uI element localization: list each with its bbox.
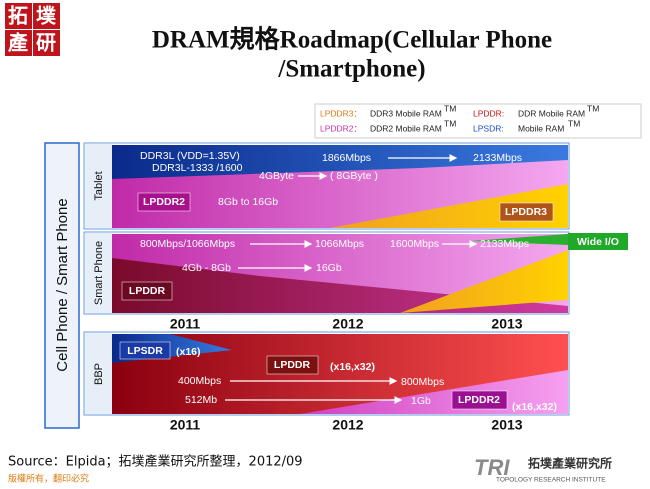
tag: LPDDR2: [143, 196, 185, 208]
legend-desc: Mobile RAM: [518, 123, 564, 133]
shape: [33, 30, 60, 56]
legend-tm: TM: [444, 103, 456, 113]
spec: 16Gb: [316, 262, 342, 274]
tag-box: [451, 390, 508, 410]
logo-char: 產: [8, 31, 28, 55]
logo-char: 墣: [36, 4, 57, 28]
spec: 4Gb - 8Gb: [182, 262, 231, 274]
year: 2011: [170, 316, 201, 332]
spec: 1866Mbps: [322, 152, 371, 164]
source: Source：Elpida；拓墣產業研究所整理，2012/09: [8, 454, 303, 470]
legend-tag: LPDDR3：: [320, 108, 362, 118]
tag: LPDDR3: [505, 206, 547, 218]
spec: 8Gb to 16Gb: [218, 196, 278, 208]
smartphone-panel: Smart Phone Wide I/O 800Mbps/1066Mbps 10…: [83, 231, 628, 315]
spec: ( 8GByte ): [330, 170, 378, 182]
spec: 800Mbps: [401, 376, 444, 388]
title-line: DRAM規格Roadmap(Cellular Phone: [152, 25, 552, 54]
row-label-box: [85, 333, 112, 414]
spec: 400Mbps: [178, 375, 221, 387]
tag-box: [266, 355, 319, 375]
logo-char: 研: [36, 31, 56, 55]
tag: LPDDR: [129, 285, 166, 297]
logo-char: 拓: [8, 4, 28, 28]
shape: [5, 30, 32, 56]
spec: 1600Mbps: [390, 238, 439, 250]
spec: 1066Mbps: [315, 238, 364, 250]
row-label: Tablet: [93, 171, 105, 200]
logo: 拓 墣 產 研: [5, 3, 60, 56]
tag: LPDDR: [274, 359, 311, 371]
panel-border: [83, 142, 570, 230]
tag-box: [499, 202, 554, 222]
year: 2013: [491, 316, 522, 332]
bus-width: (x16): [176, 346, 201, 358]
spec: DDR3L-1333 /1600: [152, 162, 243, 174]
spec: 800Mbps/1066Mbps: [140, 238, 235, 250]
title-line: /Smartphone): [277, 56, 425, 83]
tag: Wide I/O: [577, 236, 619, 248]
legend-tag: LPDDR2：: [320, 123, 362, 133]
year: 2012: [332, 417, 363, 433]
spec: 2133Mbps: [480, 238, 529, 250]
row-label: BBP: [93, 363, 105, 385]
year: 2012: [332, 316, 363, 332]
side-box: [44, 142, 80, 429]
tri-mark: TRI: [474, 455, 510, 480]
legend-box: [314, 103, 642, 139]
legend: LPDDR3： DDR3 Mobile RAM TM LPDDR: DDR Mo…: [314, 103, 642, 139]
row-label-box: [85, 233, 112, 313]
shape: [33, 3, 60, 29]
legend-desc: DDR3 Mobile RAM: [370, 108, 442, 118]
legend-tm: TM: [444, 118, 456, 128]
legend-tm: TM: [568, 118, 580, 128]
spec: 4GByte: [259, 170, 294, 182]
tag-box: [568, 233, 628, 250]
row-label-box: [85, 144, 112, 228]
tag: LPSDR: [127, 345, 163, 357]
year: 2013: [491, 417, 522, 433]
shape: [5, 3, 32, 29]
tag-box: [121, 281, 173, 301]
legend-tm: TM: [587, 103, 599, 113]
tri-english: TOPOLOGY RESEARCH INSTITUTE: [496, 477, 606, 484]
bus-width: (x16,x32): [330, 361, 375, 373]
legend-tag: LPSDR:: [473, 123, 504, 133]
spec: DDR3L (VDD=1.35V): [140, 150, 240, 162]
legend-desc: DDR Mobile RAM: [518, 108, 585, 118]
tag: LPDDR2: [458, 394, 500, 406]
spec: 512Mb: [185, 394, 217, 406]
side-label: Cell Phone / Smart Phone: [54, 198, 71, 371]
legend-tag: LPDDR:: [473, 108, 504, 118]
bus-width: (x16,x32): [512, 401, 557, 413]
tablet-panel: Tablet DDR3L (VDD=1.35V) DDR3L-1333 /160…: [83, 142, 570, 230]
legend-desc: DDR2 Mobile RAM: [370, 123, 442, 133]
tri-name: 拓墣產業研究所: [528, 456, 612, 471]
bbp-panel: BBP LPSDR (x16) LPDDR (x16,x32) 400Mbps …: [83, 331, 570, 416]
panel-border: [83, 231, 570, 315]
tag-box: [137, 192, 191, 212]
panel-border: [83, 331, 570, 416]
row-label: Smart Phone: [93, 241, 105, 305]
tag-box: [119, 341, 171, 360]
spec: 1Gb: [411, 395, 431, 407]
band: [112, 145, 568, 179]
copyright: 版權所有，翻印必究: [8, 473, 89, 485]
year: 2011: [170, 417, 201, 433]
tri-logo: TRI 拓墣產業研究所 TOPOLOGY RESEARCH INSTITUTE: [474, 455, 612, 484]
spec: 2133Mbps: [473, 152, 522, 164]
band: [400, 250, 568, 313]
band: [470, 234, 568, 245]
